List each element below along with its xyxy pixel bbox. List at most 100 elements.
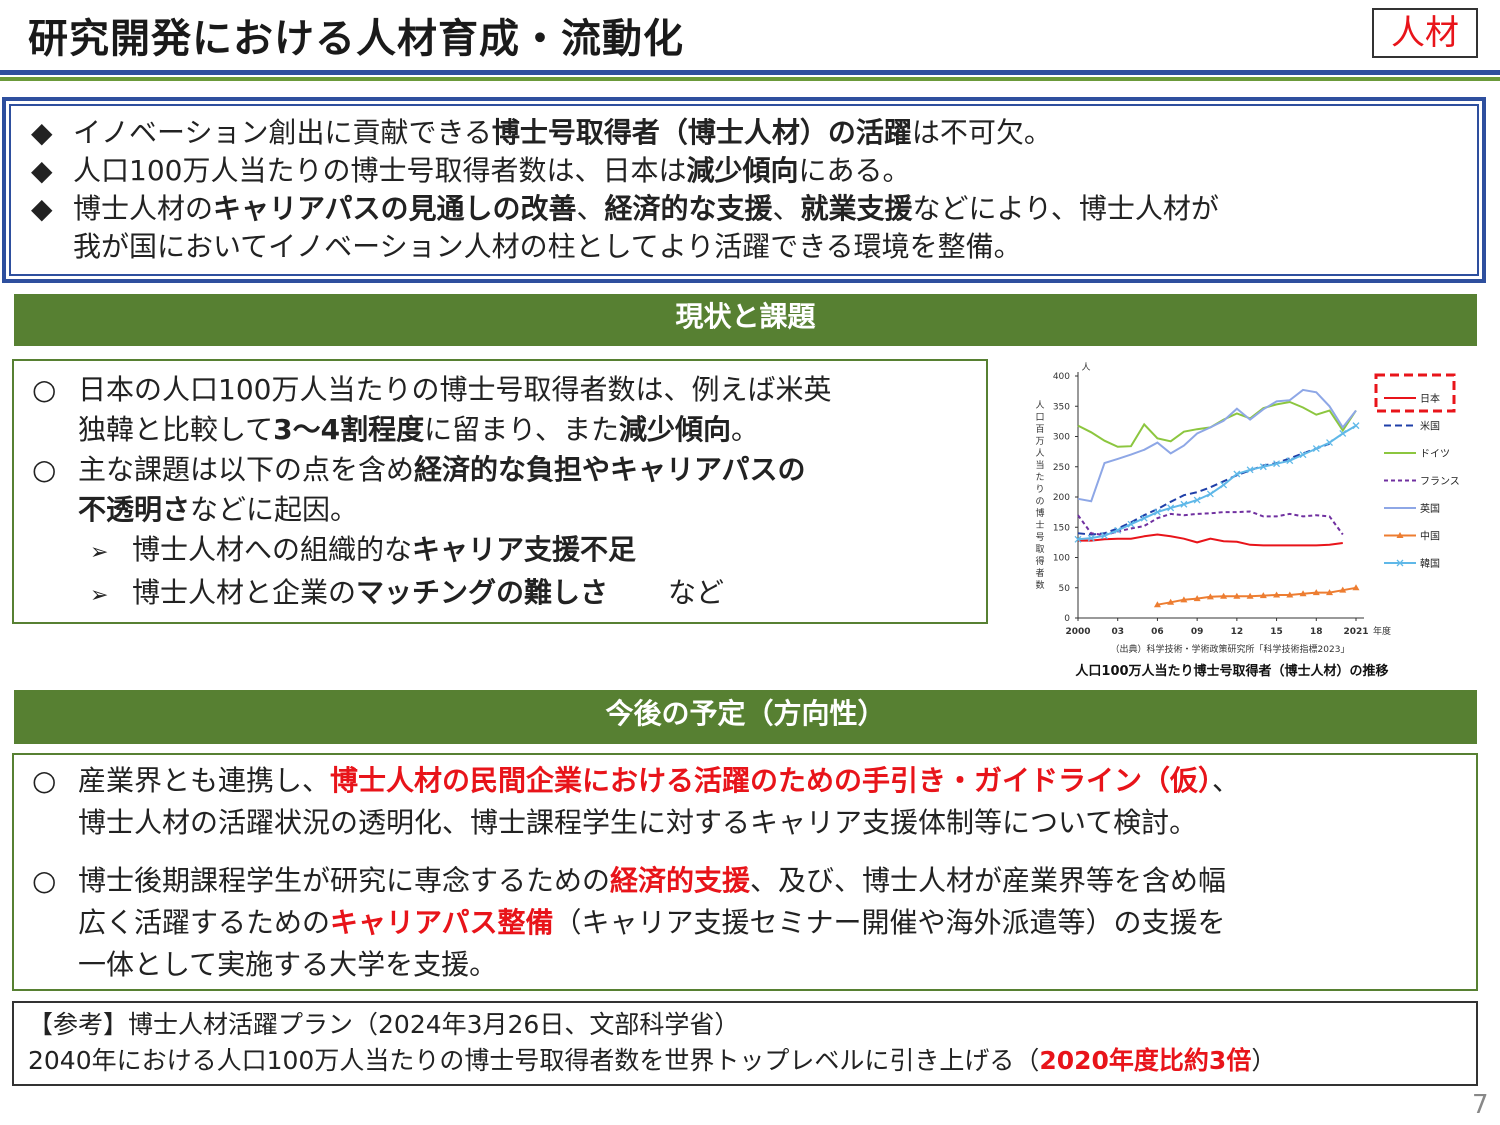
y-axis-label-char: 取	[1035, 544, 1044, 555]
data-point	[1193, 595, 1201, 602]
circle-bullet-icon: ○	[32, 453, 57, 486]
data-point	[1352, 584, 1360, 591]
plan-text: 、	[1212, 764, 1241, 797]
data-point	[1206, 490, 1214, 498]
x-tick-label: 2000	[1065, 627, 1090, 637]
x-tick-label: 2021	[1343, 627, 1368, 637]
data-point	[1233, 470, 1241, 478]
series-line	[1077, 388, 1357, 503]
plan-item-1: ○ 産業界とも連携し、博士人材の民間企業における活躍のための手引き・ガイドライン（…	[32, 760, 1476, 802]
x-tick-label: 18	[1310, 627, 1323, 637]
data-point	[1286, 591, 1294, 598]
y-tick-label: 150	[1053, 523, 1070, 533]
summary-text: にある。	[798, 154, 911, 187]
issue-text: 日本の人口100万人当たりの博士号取得者数は、例えば米英	[78, 373, 832, 406]
data-point	[1352, 422, 1360, 430]
title-rule-blue	[0, 70, 1500, 75]
y-axis-label-char: 得	[1035, 555, 1044, 567]
legend-label: フランス	[1420, 476, 1460, 488]
summary-text: などにより、博士人材が	[912, 192, 1219, 225]
data-point	[1246, 466, 1254, 474]
issue-text: 独韓と比較して	[78, 413, 274, 446]
data-point	[1220, 481, 1228, 489]
reference-line-2: 2040年における人口100万人当たりの博士号取得者数を世界トップレベルに引き上…	[28, 1043, 1476, 1079]
issue-text: 主な課題は以下の点を含め	[78, 453, 415, 486]
issue-subitem-1: ➢ 博士人材への組織的なキャリア支援不足	[32, 530, 986, 573]
y-tick-label: 400	[1053, 372, 1070, 382]
data-point	[1339, 430, 1347, 437]
data-point	[1101, 532, 1108, 540]
summary-line-1: ◆ イノベーション創出に貢献できる博士号取得者（博士人材）の活躍は不可欠。	[31, 114, 1477, 152]
y-axis-label-char: た	[1035, 472, 1044, 483]
current-issues-box: ○ 日本の人口100万人当たりの博士号取得者数は、例えば米英 独韓と比較して3～4…	[12, 359, 988, 624]
circle-bullet-icon: ○	[32, 764, 57, 797]
y-tick-label: 0	[1064, 614, 1070, 624]
series-line	[1077, 424, 1357, 541]
data-point	[1087, 534, 1095, 542]
data-point	[1180, 500, 1188, 508]
reference-box: 【参考】博士人材活躍プラン（2024年3月26日、文部科学省） 2040年におけ…	[12, 1001, 1478, 1086]
plan-highlight: 経済的支援	[610, 864, 751, 897]
data-point	[1273, 460, 1281, 468]
data-point	[1273, 591, 1281, 598]
series-line	[1157, 586, 1357, 606]
y-axis-label-char: 博	[1035, 507, 1044, 519]
summary-line-4: 我が国においてイノベーション人材の柱としてより活躍できる環境を整備。	[73, 230, 1022, 263]
y-axis-label-char: 万	[1035, 437, 1044, 447]
issue-text: に留まり、また	[424, 413, 620, 446]
issue-subitem-2: ➢ 博士人材と企業のマッチングの難しさ など	[32, 573, 986, 616]
summary-line-2: ◆ 人口100万人当たりの博士号取得者数は、日本は減少傾向にある。	[31, 152, 1477, 190]
reference-highlight: 2020年度比約3倍	[1039, 1046, 1252, 1075]
x-axis-unit: 年度	[1373, 625, 1391, 637]
chart-caption: 人口100万人当たり博士号取得者（博士人材）の推移	[1075, 663, 1388, 679]
legend-label: 韓国	[1420, 558, 1440, 570]
y-axis-label-char: 号	[1035, 532, 1044, 543]
issue-emphasis: 経済的な負担やキャリアパスの	[414, 453, 806, 486]
summary-emphasis: キャリアパスの見通しの改善	[213, 192, 577, 225]
data-point	[1074, 535, 1082, 543]
phd-trend-chart: 0 50 100 150 200 250 300 350 400 人人口百万人当たりの博士号取得者…	[1022, 356, 1492, 686]
issue-text: など	[668, 576, 725, 609]
x-tick-label: 15	[1270, 627, 1283, 637]
legend-label: 米国	[1420, 420, 1440, 433]
issue-emphasis: 不透明さ	[78, 493, 191, 526]
data-point	[1206, 593, 1214, 600]
y-tick-label: 100	[1053, 554, 1070, 564]
issue-item-2-cont: 不透明さなどに起因。	[32, 490, 986, 530]
plan-highlight: キャリアパス整備	[330, 906, 554, 939]
data-point	[1326, 589, 1334, 596]
x-tick-label: 12	[1231, 627, 1244, 637]
issue-emphasis: キャリア支援不足	[412, 533, 637, 566]
data-point	[1153, 601, 1161, 608]
issue-text: などに起因。	[190, 493, 359, 526]
data-point	[1312, 445, 1320, 453]
x-tick-label: 03	[1111, 627, 1124, 637]
summary-text: 、	[772, 192, 801, 225]
data-point	[1326, 439, 1333, 447]
data-point	[1339, 586, 1347, 593]
x-tick-label: 06	[1151, 627, 1164, 637]
summary-box: ◆ イノベーション創出に貢献できる博士号取得者（博士人材）の活躍は不可欠。 ◆ 人口…	[2, 97, 1486, 283]
diamond-bullet-icon: ◆	[31, 192, 53, 225]
future-plans-box: ○ 産業界とも連携し、博士人材の民間企業における活躍のための手引き・ガイドライン（…	[12, 753, 1478, 991]
data-point	[1153, 508, 1161, 516]
category-tag: 人材	[1372, 8, 1478, 58]
data-point	[1259, 463, 1267, 471]
circle-bullet-icon: ○	[32, 864, 57, 897]
issue-item-1: ○ 日本の人口100万人当たりの博士号取得者数は、例えば米英	[32, 370, 986, 410]
legend-marker	[1396, 532, 1404, 538]
y-axis-label-char: 人	[1035, 400, 1044, 411]
legend-label: 英国	[1420, 502, 1440, 515]
series-line	[1077, 442, 1330, 536]
y-tick-label: 250	[1053, 463, 1070, 473]
summary-text: 人口100万人当たりの博士号取得者数は、日本は	[73, 154, 687, 187]
legend-label: ドイツ	[1420, 449, 1450, 460]
y-tick-label: 300	[1053, 433, 1070, 443]
circle-bullet-icon: ○	[32, 373, 57, 406]
y-axis-label-char: の	[1035, 497, 1044, 507]
summary-text: 博士人材の	[73, 192, 214, 225]
reference-line-1: 【参考】博士人材活躍プラン（2024年3月26日、文部科学省）	[28, 1010, 740, 1039]
summary-text: は不可欠。	[911, 116, 1052, 149]
issue-text: 博士人材への組織的な	[132, 533, 413, 566]
data-point	[1299, 451, 1307, 459]
